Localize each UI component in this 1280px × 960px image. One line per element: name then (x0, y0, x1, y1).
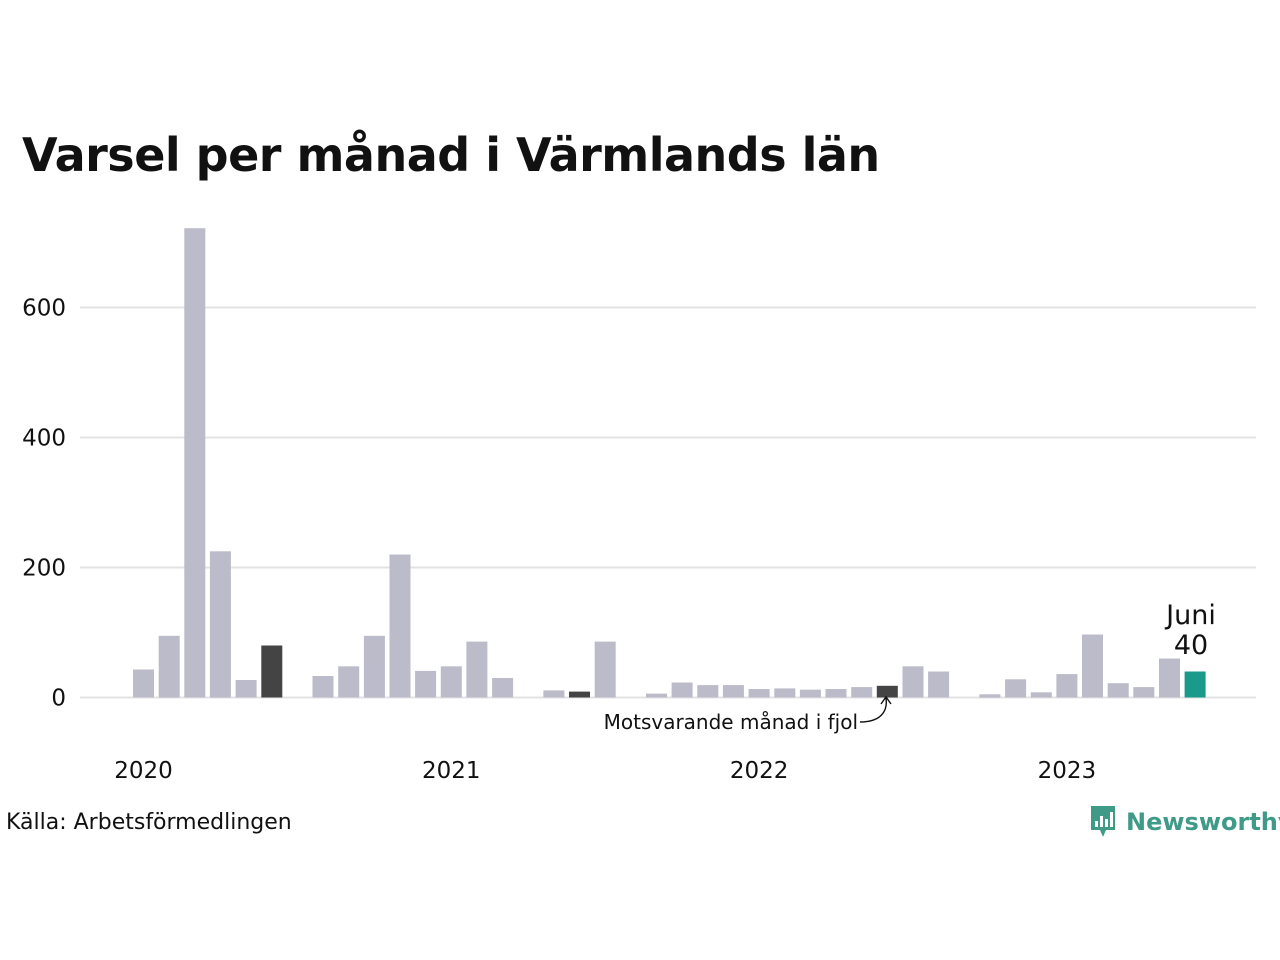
bar-2020-08 (312, 676, 334, 698)
annotation-previous-year: Motsvarande månad i fjol (604, 710, 858, 734)
bar-2022-02 (774, 688, 796, 698)
bar-2020-02 (158, 635, 180, 698)
annotation-arrow (859, 697, 887, 723)
bar-2020-09 (338, 666, 360, 698)
bar-2020-01 (133, 669, 154, 698)
newsworthy-logo-icon (1091, 806, 1115, 837)
source-note: Källa: Arbetsförmedlingen (6, 810, 292, 835)
y-axis-ticks: 0 200 400 600 (22, 296, 66, 712)
bar-2020-03 (184, 228, 206, 698)
bars (133, 228, 1206, 698)
bar-2020-10 (363, 635, 385, 698)
bar-2022-06 (876, 685, 898, 698)
newsworthy-logo: Newsworthy (1088, 804, 1280, 840)
bar-2022-04 (825, 689, 847, 698)
y-tick-label: 0 (51, 686, 66, 712)
bar-2022-08 (928, 671, 950, 698)
bar-2022-10 (979, 694, 1001, 698)
bar-2022-05 (851, 687, 873, 698)
bar-2021-03 (492, 678, 514, 698)
bar-2021-06 (569, 691, 590, 698)
bar-2021-02 (466, 641, 488, 698)
bar-2021-01 (440, 666, 462, 698)
bar-2021-10 (671, 682, 693, 698)
bar-2021-11 (697, 685, 719, 698)
bar-2020-05 (235, 680, 257, 698)
annotation-arrowhead (880, 695, 892, 705)
bar-2021-07 (594, 641, 616, 698)
newsworthy-logo-text: Newsworthy (1126, 808, 1280, 836)
bar-2021-05 (543, 690, 565, 698)
chart-title: Varsel per månad i Värmlands län (22, 128, 880, 182)
highlight-month-label: Juni (1164, 600, 1216, 631)
bar-2020-06 (261, 645, 283, 698)
bar-2021-09 (646, 693, 667, 698)
bar-2022-11 (1005, 679, 1027, 698)
bar-2023-01 (1056, 674, 1078, 698)
bar-2023-04 (1133, 687, 1155, 698)
bar-2023-06 (1184, 671, 1206, 698)
bar-2023-05 (1159, 658, 1180, 698)
x-tick-label-2020: 2020 (114, 758, 173, 784)
bar-2023-03 (1107, 683, 1129, 698)
bar-2023-02 (1082, 634, 1103, 698)
bar-2022-12 (1030, 692, 1052, 698)
bar-2021-12 (722, 685, 744, 698)
y-tick-label: 400 (22, 426, 66, 452)
highlight-value-label: 40 (1174, 630, 1208, 661)
x-tick-label-2023: 2023 (1038, 758, 1097, 784)
bar-2022-01 (748, 689, 770, 698)
bar-2020-11 (389, 554, 411, 698)
bar-2022-07 (902, 666, 924, 698)
x-tick-label-2022: 2022 (730, 758, 789, 784)
y-tick-label: 600 (22, 296, 66, 322)
gridlines (80, 306, 1256, 699)
bar-2020-12 (415, 670, 437, 698)
x-tick-label-2021: 2021 (422, 758, 481, 784)
y-tick-label: 200 (22, 556, 66, 582)
annotations: Motsvarande månad i fjol Juni 40 (604, 600, 1216, 734)
bar-2022-03 (799, 689, 821, 698)
x-axis-year-labels: 2020 2021 2022 2023 (114, 758, 1096, 784)
bar-2020-04 (209, 551, 231, 698)
